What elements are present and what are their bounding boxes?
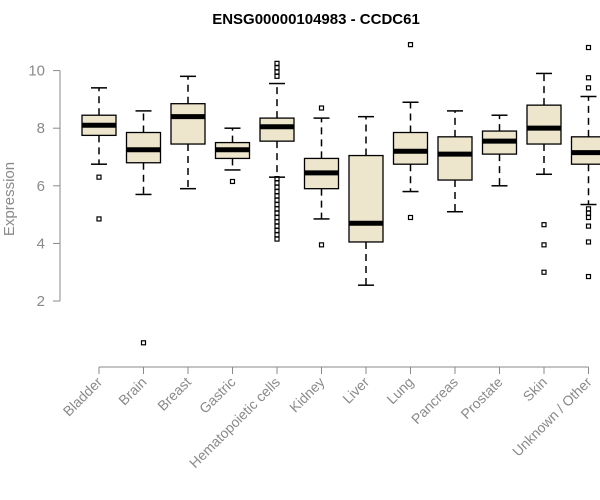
outlier-point bbox=[585, 273, 592, 280]
box-iqr bbox=[259, 117, 295, 142]
outlier-point bbox=[585, 210, 592, 216]
x-tick-label: Brain bbox=[115, 374, 149, 408]
box-kidney bbox=[303, 105, 340, 248]
outlier-point bbox=[274, 201, 280, 208]
outlier-point bbox=[585, 206, 592, 212]
outlier-point bbox=[541, 222, 547, 228]
outlier-point bbox=[274, 214, 280, 221]
outlier-point bbox=[274, 232, 280, 238]
box-iqr bbox=[392, 131, 429, 165]
outlier-point bbox=[541, 269, 547, 275]
outlier-point bbox=[274, 188, 280, 195]
outlier-point bbox=[274, 197, 280, 203]
box-prostate bbox=[481, 114, 518, 187]
outlier-point bbox=[96, 216, 102, 222]
y-tick-label: 2 bbox=[37, 293, 45, 310]
outlier-point bbox=[274, 193, 280, 199]
y-tick-label: 4 bbox=[37, 235, 45, 252]
outlier-point bbox=[585, 214, 592, 221]
outlier-point bbox=[274, 65, 280, 71]
outlier-point bbox=[274, 223, 280, 229]
outlier-point bbox=[585, 85, 592, 91]
outlier-point bbox=[274, 184, 280, 190]
outlier-point bbox=[140, 340, 147, 346]
box-bladder bbox=[81, 87, 117, 222]
outlier-point bbox=[274, 73, 280, 79]
x-tick-label: Gastric bbox=[196, 374, 239, 417]
outlier-point bbox=[274, 210, 280, 216]
outlier-point bbox=[407, 214, 414, 221]
outlier-point bbox=[274, 219, 280, 225]
x-tick-label: Breast bbox=[154, 374, 194, 414]
box-brain bbox=[125, 110, 162, 346]
outlier-point bbox=[318, 105, 325, 111]
outlier-point bbox=[585, 75, 592, 81]
box-iqr bbox=[348, 154, 384, 243]
outlier-point bbox=[318, 242, 325, 248]
y-axis-label: Expression bbox=[1, 162, 18, 236]
outlier-point bbox=[229, 178, 236, 185]
outlier-point bbox=[274, 227, 280, 234]
outlier-point bbox=[585, 239, 592, 245]
box-liver bbox=[348, 115, 384, 286]
y-axis: 2 4 6 8 10 bbox=[28, 63, 61, 310]
y-tick-label: 8 bbox=[37, 120, 45, 137]
x-tick-label: Pancreas bbox=[408, 374, 461, 427]
outlier-point bbox=[274, 180, 280, 186]
outlier-point bbox=[274, 236, 280, 242]
outlier-point bbox=[274, 60, 280, 66]
y-tick-label: 10 bbox=[28, 63, 45, 80]
box-breast bbox=[170, 75, 206, 190]
x-tick-label: Unknown / Other bbox=[509, 374, 595, 460]
box-pancreas bbox=[437, 110, 473, 213]
x-tick-label: Bladder bbox=[60, 374, 106, 420]
boxes-group bbox=[81, 42, 600, 346]
outlier-point bbox=[585, 223, 592, 229]
box-skin bbox=[526, 72, 562, 275]
box-hematopoietic-cells bbox=[259, 60, 295, 242]
outlier-point bbox=[407, 42, 414, 48]
box-iqr bbox=[170, 103, 206, 145]
chart-title: ENSG00000104983 - CCDC61 bbox=[212, 11, 420, 28]
outlier-point bbox=[274, 69, 280, 75]
outlier-point bbox=[585, 44, 592, 51]
x-tick-label: Lung bbox=[383, 374, 416, 407]
x-tick-label: Kidney bbox=[286, 374, 328, 416]
outlier-point bbox=[274, 206, 280, 212]
box-lung bbox=[392, 42, 429, 221]
outlier-point bbox=[96, 174, 102, 180]
y-tick-label: 6 bbox=[37, 178, 45, 195]
x-tick-label: Liver bbox=[339, 374, 372, 407]
box-gastric bbox=[214, 127, 251, 185]
x-tick-label: Prostate bbox=[457, 374, 505, 422]
x-tick-label: Skin bbox=[520, 374, 551, 405]
box-iqr bbox=[437, 136, 473, 181]
outlier-point bbox=[541, 242, 547, 248]
box-iqr bbox=[526, 104, 562, 145]
box-unknown-other bbox=[570, 44, 600, 280]
